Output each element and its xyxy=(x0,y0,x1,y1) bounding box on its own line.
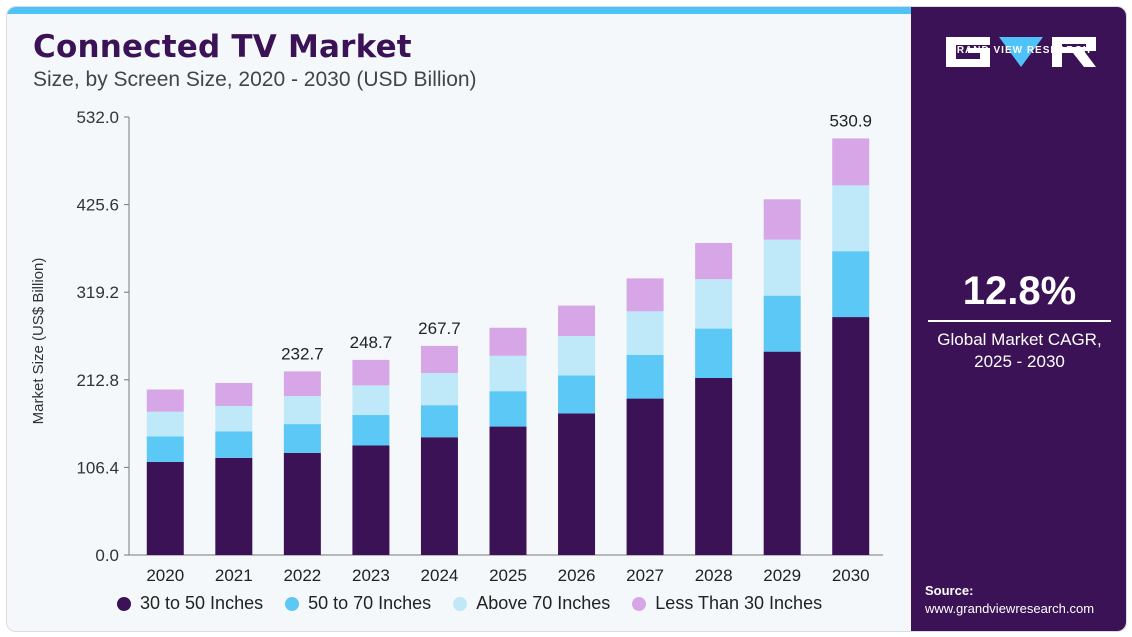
bar-segment-50-to-70-inches-2027 xyxy=(626,354,664,399)
y-tick-label: 532.0 xyxy=(76,108,119,127)
bar-segment-above-70-inches-2029 xyxy=(763,239,801,296)
bar-total-label: 248.7 xyxy=(350,333,393,352)
legend-swatch xyxy=(453,596,468,611)
legend-item: 30 to 50 Inches xyxy=(117,593,263,614)
gvr-logo-graphic xyxy=(946,37,1096,67)
chart-subtitle: Size, by Screen Size, 2020 - 2030 (USD B… xyxy=(33,68,477,91)
y-tick-label: 319.2 xyxy=(76,283,119,302)
bar-segment-30-to-50-inches-2027 xyxy=(626,398,664,555)
x-tick-label: 2028 xyxy=(695,566,733,585)
bar-segment-above-70-inches-2024 xyxy=(420,373,458,406)
bar-segment-above-70-inches-2027 xyxy=(626,311,664,355)
bar-segment-above-70-inches-2025 xyxy=(489,355,527,392)
bar-segment-less-than-30-inches-2021 xyxy=(215,382,253,406)
bar-segment-50-to-70-inches-2021 xyxy=(215,431,253,458)
side-panel: GRAND VIEW RESEARCH 12.8% Global Market … xyxy=(911,7,1126,631)
stacked-bar-chart: 0.0 106.4 212.8 319.2 425.6 532.0 Market Size … xyxy=(30,108,883,585)
x-tick-label: 2021 xyxy=(215,566,253,585)
bar-segment-50-to-70-inches-2026 xyxy=(558,375,596,414)
bar-segment-30-to-50-inches-2021 xyxy=(215,457,253,555)
bar-segment-less-than-30-inches-2027 xyxy=(626,278,664,312)
legend-label: Less Than 30 Inches xyxy=(655,593,823,613)
x-tick-label: 2020 xyxy=(146,566,184,585)
x-tick-label: 2024 xyxy=(421,566,459,585)
legend-label: 50 to 70 Inches xyxy=(308,593,432,613)
bar-segment-above-70-inches-2026 xyxy=(558,336,596,376)
bar-segment-50-to-70-inches-2020 xyxy=(146,436,184,462)
legend-label: 30 to 50 Inches xyxy=(140,593,264,613)
bar-segment-50-to-70-inches-2025 xyxy=(489,391,527,427)
bar-segment-30-to-50-inches-2023 xyxy=(352,445,390,555)
bar-segment-30-to-50-inches-2026 xyxy=(558,413,596,555)
bar-total-label: 267.7 xyxy=(418,319,461,338)
x-tick-label: 2022 xyxy=(283,566,321,585)
bar-segment-30-to-50-inches-2025 xyxy=(489,426,527,555)
cagr-value: 12.8% xyxy=(962,269,1077,313)
bar-segment-30-to-50-inches-2020 xyxy=(146,461,184,555)
bar-segment-50-to-70-inches-2029 xyxy=(763,295,801,352)
bar-segment-above-70-inches-2021 xyxy=(215,405,253,432)
bar-segment-30-to-50-inches-2030 xyxy=(832,317,870,555)
bar-segment-50-to-70-inches-2024 xyxy=(420,405,458,438)
legend-item: 50 to 70 Inches xyxy=(285,593,431,614)
cagr-label: Global Market CAGR, 2025 - 2030 xyxy=(911,329,1126,373)
source-url[interactable]: www.grandviewresearch.com xyxy=(925,601,1095,616)
cagr-divider xyxy=(928,320,1111,322)
cagr-label-line1: Global Market CAGR, xyxy=(937,330,1102,349)
bar-segment-50-to-70-inches-2023 xyxy=(352,415,390,446)
chart-legend: 30 to 50 Inches 50 to 70 Inches Above 70 I… xyxy=(117,593,822,614)
bar-segment-above-70-inches-2023 xyxy=(352,385,390,416)
bar-segment-less-than-30-inches-2022 xyxy=(283,371,321,397)
bar-segment-30-to-50-inches-2028 xyxy=(695,377,733,555)
cagr-label-line2: 2025 - 2030 xyxy=(974,352,1065,371)
bar-segment-less-than-30-inches-2028 xyxy=(695,242,733,280)
y-tick-label: 212.8 xyxy=(76,371,119,390)
accent-bar xyxy=(7,7,911,14)
x-tick-label: 2030 xyxy=(832,566,870,585)
bar-segment-30-to-50-inches-2022 xyxy=(283,452,321,555)
legend-swatch xyxy=(632,596,647,611)
bar-segment-less-than-30-inches-2020 xyxy=(146,389,184,412)
x-tick-label: 2027 xyxy=(626,566,664,585)
x-tick-label: 2025 xyxy=(489,566,527,585)
legend-item: Less Than 30 Inches xyxy=(632,593,822,614)
bar-segment-30-to-50-inches-2029 xyxy=(763,351,801,555)
bar-total-label: 232.7 xyxy=(281,344,324,363)
y-tick-label: 425.6 xyxy=(76,196,119,215)
bar-segment-above-70-inches-2030 xyxy=(832,185,870,252)
bar-segment-less-than-30-inches-2026 xyxy=(558,305,596,336)
legend-item: Above 70 Inches xyxy=(453,593,610,614)
x-tick-label: 2023 xyxy=(352,566,390,585)
gvr-logo-icon xyxy=(946,37,1096,72)
chart-title: Connected TV Market xyxy=(33,29,412,65)
legend-swatch xyxy=(117,596,131,611)
bar-segment-50-to-70-inches-2022 xyxy=(283,424,321,453)
chart-card: Connected TV Market Size, by Screen Size… xyxy=(6,6,1127,632)
y-axis-title: Market Size (US$ Billion) xyxy=(30,258,47,425)
bar-segment-above-70-inches-2022 xyxy=(283,396,321,425)
bar-total-label: 530.9 xyxy=(829,111,872,130)
bar-segment-above-70-inches-2020 xyxy=(146,411,184,437)
source-label: Source: xyxy=(925,583,974,598)
bar-segment-less-than-30-inches-2029 xyxy=(763,199,801,240)
bar-segment-less-than-30-inches-2025 xyxy=(489,327,527,356)
y-tick-label: 106.4 xyxy=(76,458,119,477)
legend-swatch xyxy=(285,596,300,611)
y-tick-label: 0.0 xyxy=(95,546,119,565)
bar-segment-50-to-70-inches-2028 xyxy=(695,328,733,378)
bar-segment-less-than-30-inches-2030 xyxy=(832,138,870,186)
bar-segment-less-than-30-inches-2023 xyxy=(352,359,390,386)
bar-segment-above-70-inches-2028 xyxy=(695,279,733,329)
bar-segment-less-than-30-inches-2024 xyxy=(420,345,458,374)
bar-segment-50-to-70-inches-2030 xyxy=(832,251,870,318)
legend-label: Above 70 Inches xyxy=(476,593,611,613)
x-tick-label: 2029 xyxy=(763,566,801,585)
bar-segment-30-to-50-inches-2024 xyxy=(420,437,458,555)
x-tick-label: 2026 xyxy=(558,566,596,585)
brand-name: GRAND VIEW RESEARCH xyxy=(948,45,1091,56)
